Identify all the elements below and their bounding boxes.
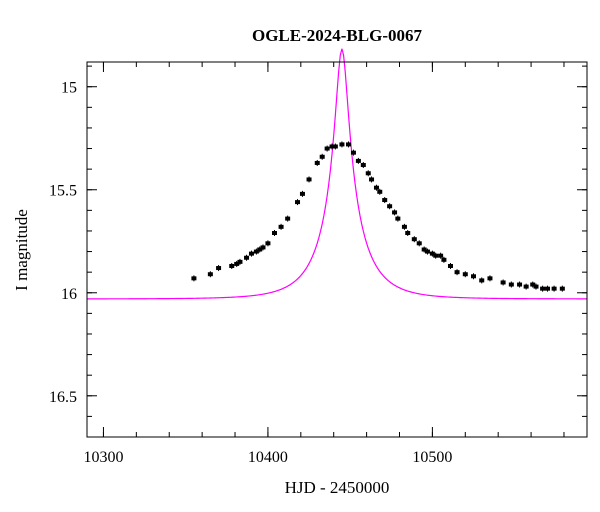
data-point <box>471 274 477 279</box>
data-point <box>329 144 335 149</box>
data-point <box>424 249 430 254</box>
plot-frame <box>86 61 588 438</box>
data-point <box>447 263 453 268</box>
data-point <box>265 241 271 246</box>
data-point <box>377 189 383 194</box>
data-point <box>441 257 447 262</box>
data-point <box>382 198 388 203</box>
data-point <box>257 247 263 252</box>
y-tick-label: 15.5 <box>49 183 77 200</box>
x-axis-title: HJD - 2450000 <box>285 478 390 497</box>
data-point <box>237 259 243 264</box>
x-tick-labels: 10300 10400 10500 <box>83 449 452 466</box>
data-point <box>229 263 235 268</box>
data-point <box>234 261 240 266</box>
data-point <box>216 266 222 271</box>
data-point <box>295 200 301 205</box>
data-point <box>411 237 417 242</box>
data-point <box>401 224 407 229</box>
data-point <box>253 249 259 254</box>
data-point <box>339 142 345 147</box>
data-point <box>260 245 266 250</box>
data-point <box>545 286 551 291</box>
data-point <box>559 286 565 291</box>
x-tick-label: 10300 <box>83 449 123 466</box>
data-point <box>387 204 393 209</box>
data-point <box>314 160 320 165</box>
data-point <box>429 251 435 256</box>
data-point <box>244 255 250 260</box>
data-point <box>508 282 514 287</box>
data-point <box>272 231 277 236</box>
x-tick-label: 10400 <box>248 449 288 466</box>
data-point <box>530 282 536 287</box>
x-tick-label: 10500 <box>412 449 452 466</box>
data-point <box>392 210 398 215</box>
data-point <box>405 231 411 236</box>
data-point <box>207 272 213 277</box>
model-fit-curve <box>86 48 587 300</box>
data-point <box>523 284 529 289</box>
data-point <box>324 146 330 151</box>
data-point <box>350 150 356 155</box>
chart-title: OGLE-2024-BLG-0067 <box>252 26 423 45</box>
data-point <box>517 282 523 287</box>
data-point <box>416 241 422 246</box>
data-point <box>360 163 366 168</box>
data-points <box>191 141 565 292</box>
data-point <box>248 251 254 256</box>
data-point <box>285 216 291 221</box>
data-point <box>438 253 444 258</box>
data-point <box>540 286 546 291</box>
y-tick-label: 16.5 <box>49 389 77 406</box>
data-point <box>306 177 312 182</box>
data-point <box>278 224 284 229</box>
y-tick-label: 16 <box>61 286 77 303</box>
data-point <box>454 270 460 275</box>
data-point <box>433 253 439 258</box>
data-point <box>346 142 352 147</box>
data-point <box>191 276 197 281</box>
y-tick-labels: 15 15.5 16 16.5 <box>49 80 77 406</box>
y-axis-title: I magnitude <box>12 209 31 291</box>
data-point <box>551 286 557 291</box>
data-point <box>365 171 371 176</box>
data-point <box>500 280 506 285</box>
data-point <box>479 278 485 283</box>
data-point <box>373 185 379 190</box>
data-point <box>395 216 401 221</box>
data-point <box>319 154 325 159</box>
data-point <box>533 284 539 289</box>
data-point <box>332 144 338 149</box>
major-ticks <box>87 62 587 437</box>
data-point <box>299 191 305 196</box>
data-point <box>462 272 468 277</box>
data-point <box>421 247 427 252</box>
data-point <box>355 158 361 163</box>
data-point <box>487 276 493 281</box>
data-point <box>369 177 375 182</box>
y-tick-label: 15 <box>61 80 77 97</box>
minor-ticks <box>87 62 587 438</box>
